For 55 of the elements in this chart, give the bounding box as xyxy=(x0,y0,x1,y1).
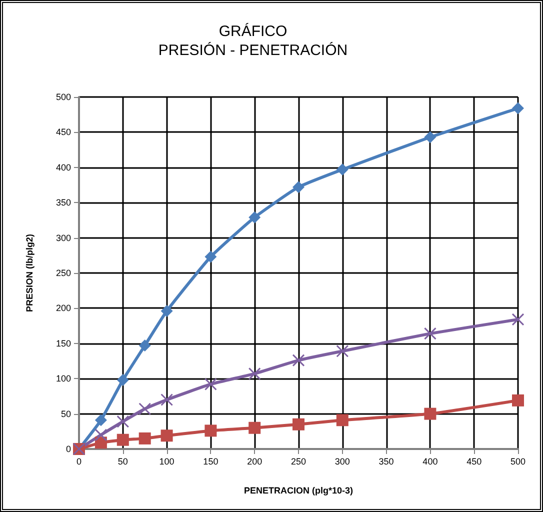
y-tick-label: 450 xyxy=(56,127,71,138)
y-tick-label: 350 xyxy=(56,198,71,208)
point xyxy=(248,367,261,380)
y-tick-label: 500 xyxy=(56,92,71,102)
point xyxy=(512,313,524,326)
point xyxy=(292,354,305,367)
point xyxy=(204,250,217,263)
y-tick-label: 250 xyxy=(56,268,71,278)
point xyxy=(138,402,152,416)
point xyxy=(160,305,173,318)
y-tick-label: 300 xyxy=(56,232,71,243)
point xyxy=(116,434,129,446)
y-axis-title: PRESION (lb/plg2) xyxy=(24,234,34,312)
point xyxy=(116,415,130,428)
point xyxy=(248,422,261,434)
y-tick-label: 100 xyxy=(56,374,71,384)
point xyxy=(424,327,436,340)
x-tick-label: 450 xyxy=(466,456,482,466)
x-tick-label: 400 xyxy=(422,456,438,466)
point xyxy=(138,340,151,352)
chart-subtitle: PRESIÓN - PENETRACIÓN xyxy=(158,41,348,59)
point xyxy=(160,393,174,406)
point xyxy=(204,378,217,390)
point xyxy=(512,102,524,114)
point xyxy=(336,414,348,426)
point xyxy=(248,211,261,224)
point xyxy=(160,430,173,442)
point xyxy=(424,408,436,420)
point xyxy=(292,418,304,430)
point xyxy=(116,374,129,386)
x-tick-label: 50 xyxy=(118,456,128,466)
point xyxy=(336,164,348,176)
chart-title: GRÁFICO xyxy=(218,22,288,40)
point xyxy=(292,181,304,194)
point xyxy=(94,414,107,426)
y-tick-label: 150 xyxy=(56,338,71,348)
x-tick-label: 100 xyxy=(159,456,174,466)
x-tick-label: 500 xyxy=(510,456,526,466)
point xyxy=(204,424,217,437)
x-tick-label: 250 xyxy=(290,456,306,466)
x-tick-label: 150 xyxy=(203,456,218,466)
x-axis-title: PENETRACION (plg*10-3) xyxy=(244,486,354,496)
y-tick-label: 0 xyxy=(66,444,71,454)
point xyxy=(336,344,349,358)
point xyxy=(512,394,524,406)
point xyxy=(424,131,436,144)
x-tick-label: 350 xyxy=(378,456,394,466)
y-tick-label: 50 xyxy=(60,408,71,419)
y-tick-label: 400 xyxy=(56,162,71,172)
point xyxy=(138,432,151,444)
y-tick-label: 200 xyxy=(56,303,71,314)
point xyxy=(94,428,108,442)
x-tick-label: 300 xyxy=(334,456,350,466)
x-tick-label: 200 xyxy=(247,456,262,466)
x-tick-label: 0 xyxy=(76,456,82,466)
